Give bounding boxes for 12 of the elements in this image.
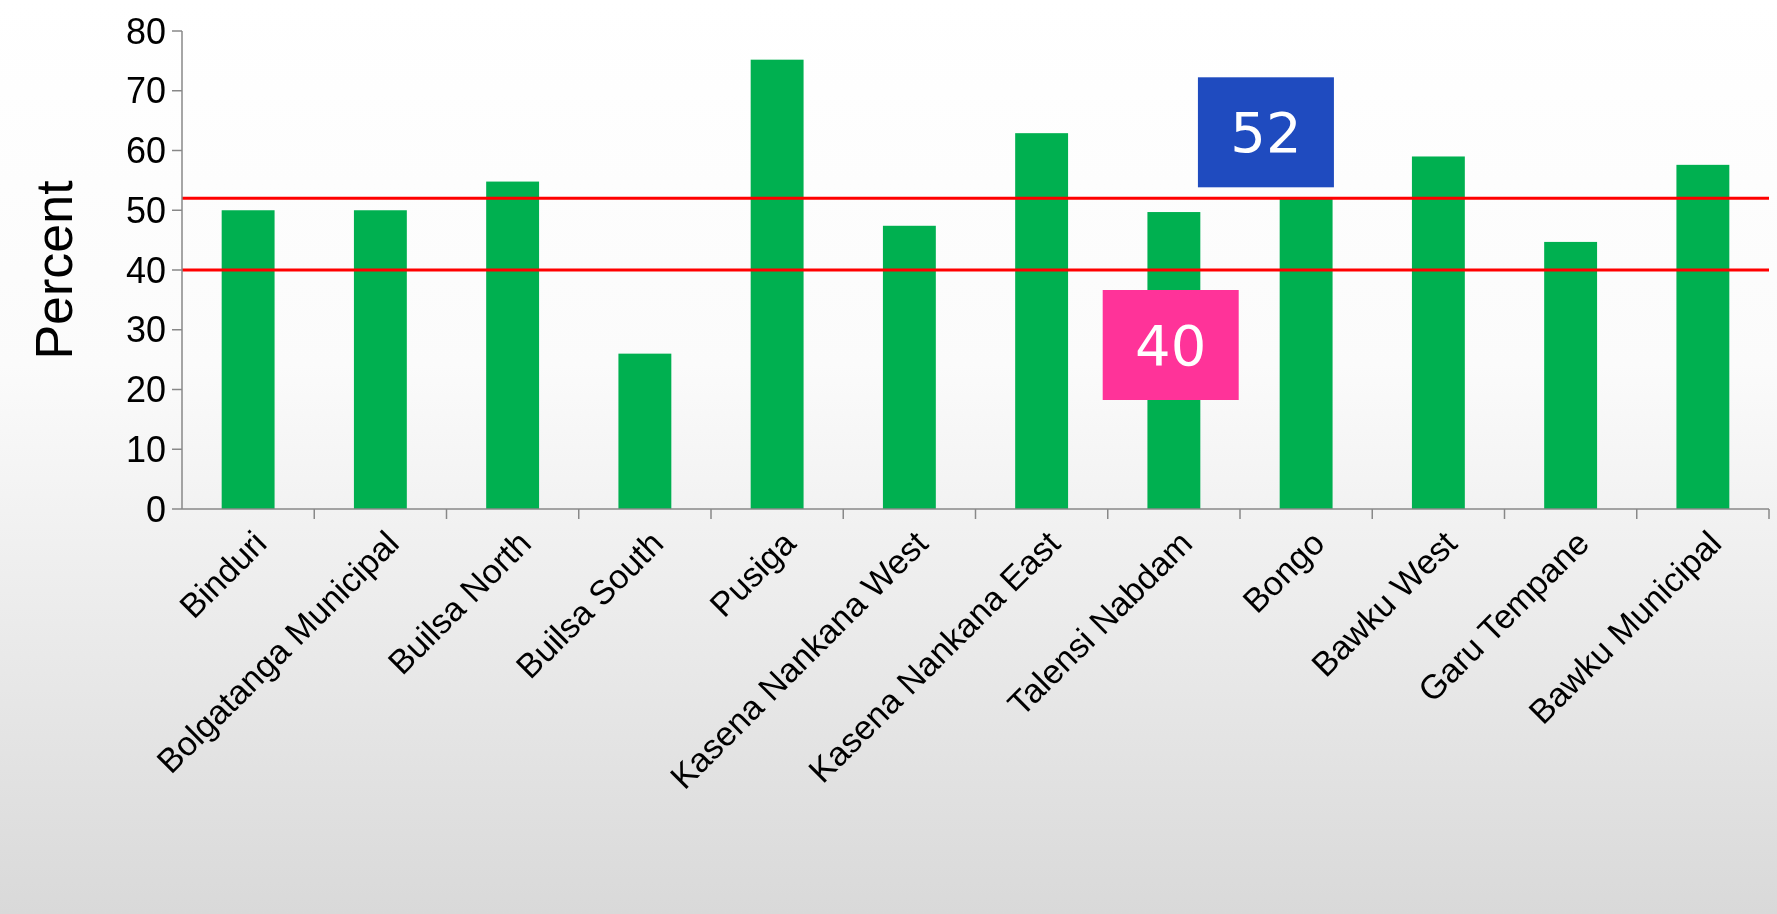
y-tick-label: 80 — [125, 10, 166, 52]
y-tick-label: 30 — [125, 309, 166, 351]
y-tick-label: 40 — [125, 249, 166, 291]
y-tick-label: 20 — [125, 369, 166, 410]
y-tick-label: 0 — [145, 488, 166, 530]
y-tick-label: 50 — [125, 189, 166, 231]
y-tick-label: 70 — [125, 70, 166, 112]
ref-line-label: 52 — [1230, 99, 1302, 165]
y-axis-title: Percent — [25, 179, 83, 360]
y-tick-label: 10 — [125, 428, 166, 470]
y-tick-label: 60 — [125, 130, 166, 171]
ref-line-label: 40 — [1135, 312, 1207, 378]
